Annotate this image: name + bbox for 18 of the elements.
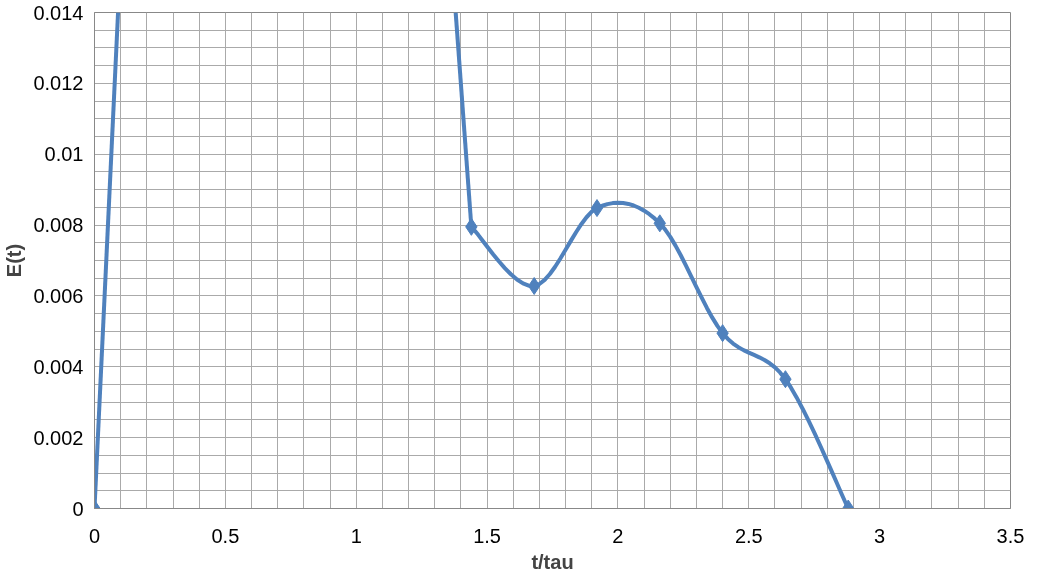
y-tick-label: 0.014	[33, 1, 84, 24]
x-tick-label: 0.5	[211, 524, 240, 547]
x-tick-label: 3.5	[996, 524, 1025, 547]
x-tick-label: 1	[350, 524, 362, 547]
y-tick-label: 0.006	[33, 284, 84, 307]
y-tick-label: 0.002	[33, 426, 84, 449]
y-axis-title: E(t)	[3, 243, 26, 278]
x-tick-label: 2.5	[734, 524, 763, 547]
y-tick-label: 0.012	[33, 72, 84, 95]
x-axis-title: t/tau	[531, 550, 574, 573]
x-tick-label: 2	[612, 524, 624, 547]
y-tick-label: 0.008	[33, 214, 84, 237]
y-tick-label: 0	[72, 497, 84, 520]
y-tick-label: 0.004	[33, 355, 84, 378]
x-tick-label: 0	[88, 524, 101, 547]
x-tick-label: 1.5	[473, 524, 501, 547]
x-tick-label: 3	[874, 524, 886, 547]
y-tick-label: 0.01	[44, 143, 84, 166]
